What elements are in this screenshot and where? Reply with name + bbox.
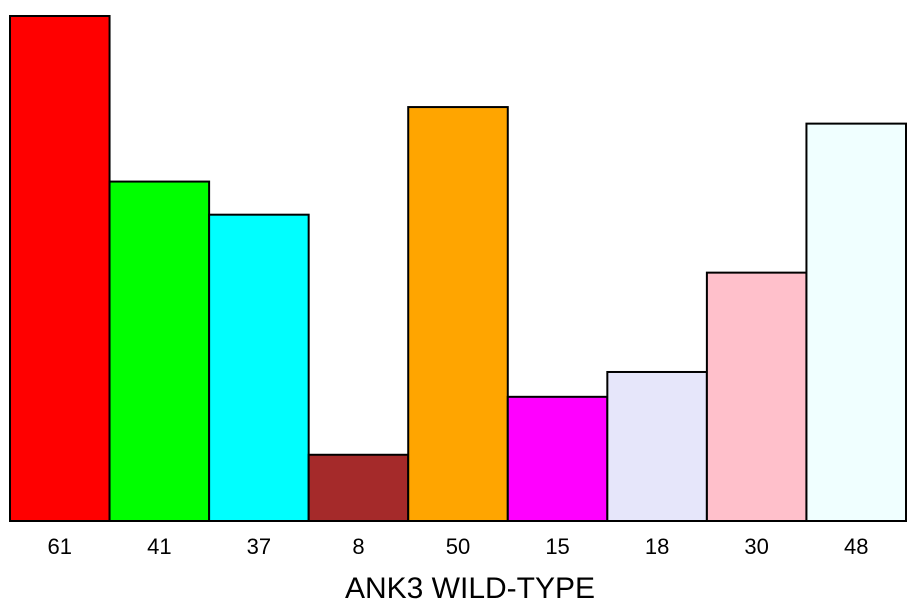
bar-50 (407, 106, 509, 522)
bars-group (9, 15, 907, 523)
bar-18 (606, 370, 708, 522)
x-tick-label: 8 (352, 534, 364, 559)
bar-15 (506, 395, 609, 522)
bar-41 (108, 180, 211, 523)
bar-48 (805, 122, 907, 522)
x-tick-label: 30 (744, 534, 768, 559)
x-tick-label: 61 (48, 534, 72, 559)
x-tick-label: 15 (545, 534, 569, 559)
bar-61 (9, 15, 111, 522)
bar-30 (705, 271, 808, 522)
x-tick-label: 50 (446, 534, 470, 559)
x-tick-label: 41 (147, 534, 171, 559)
x-tick-label: 18 (645, 534, 669, 559)
x-tick-labels: 61 41 37 8 50 15 18 30 48 (48, 534, 869, 559)
x-axis-title: ANK3 WILD-TYPE (345, 572, 595, 605)
x-tick-label: 37 (247, 534, 271, 559)
bar-8 (307, 453, 410, 522)
bar-37 (208, 213, 310, 522)
x-tick-label: 48 (844, 534, 868, 559)
